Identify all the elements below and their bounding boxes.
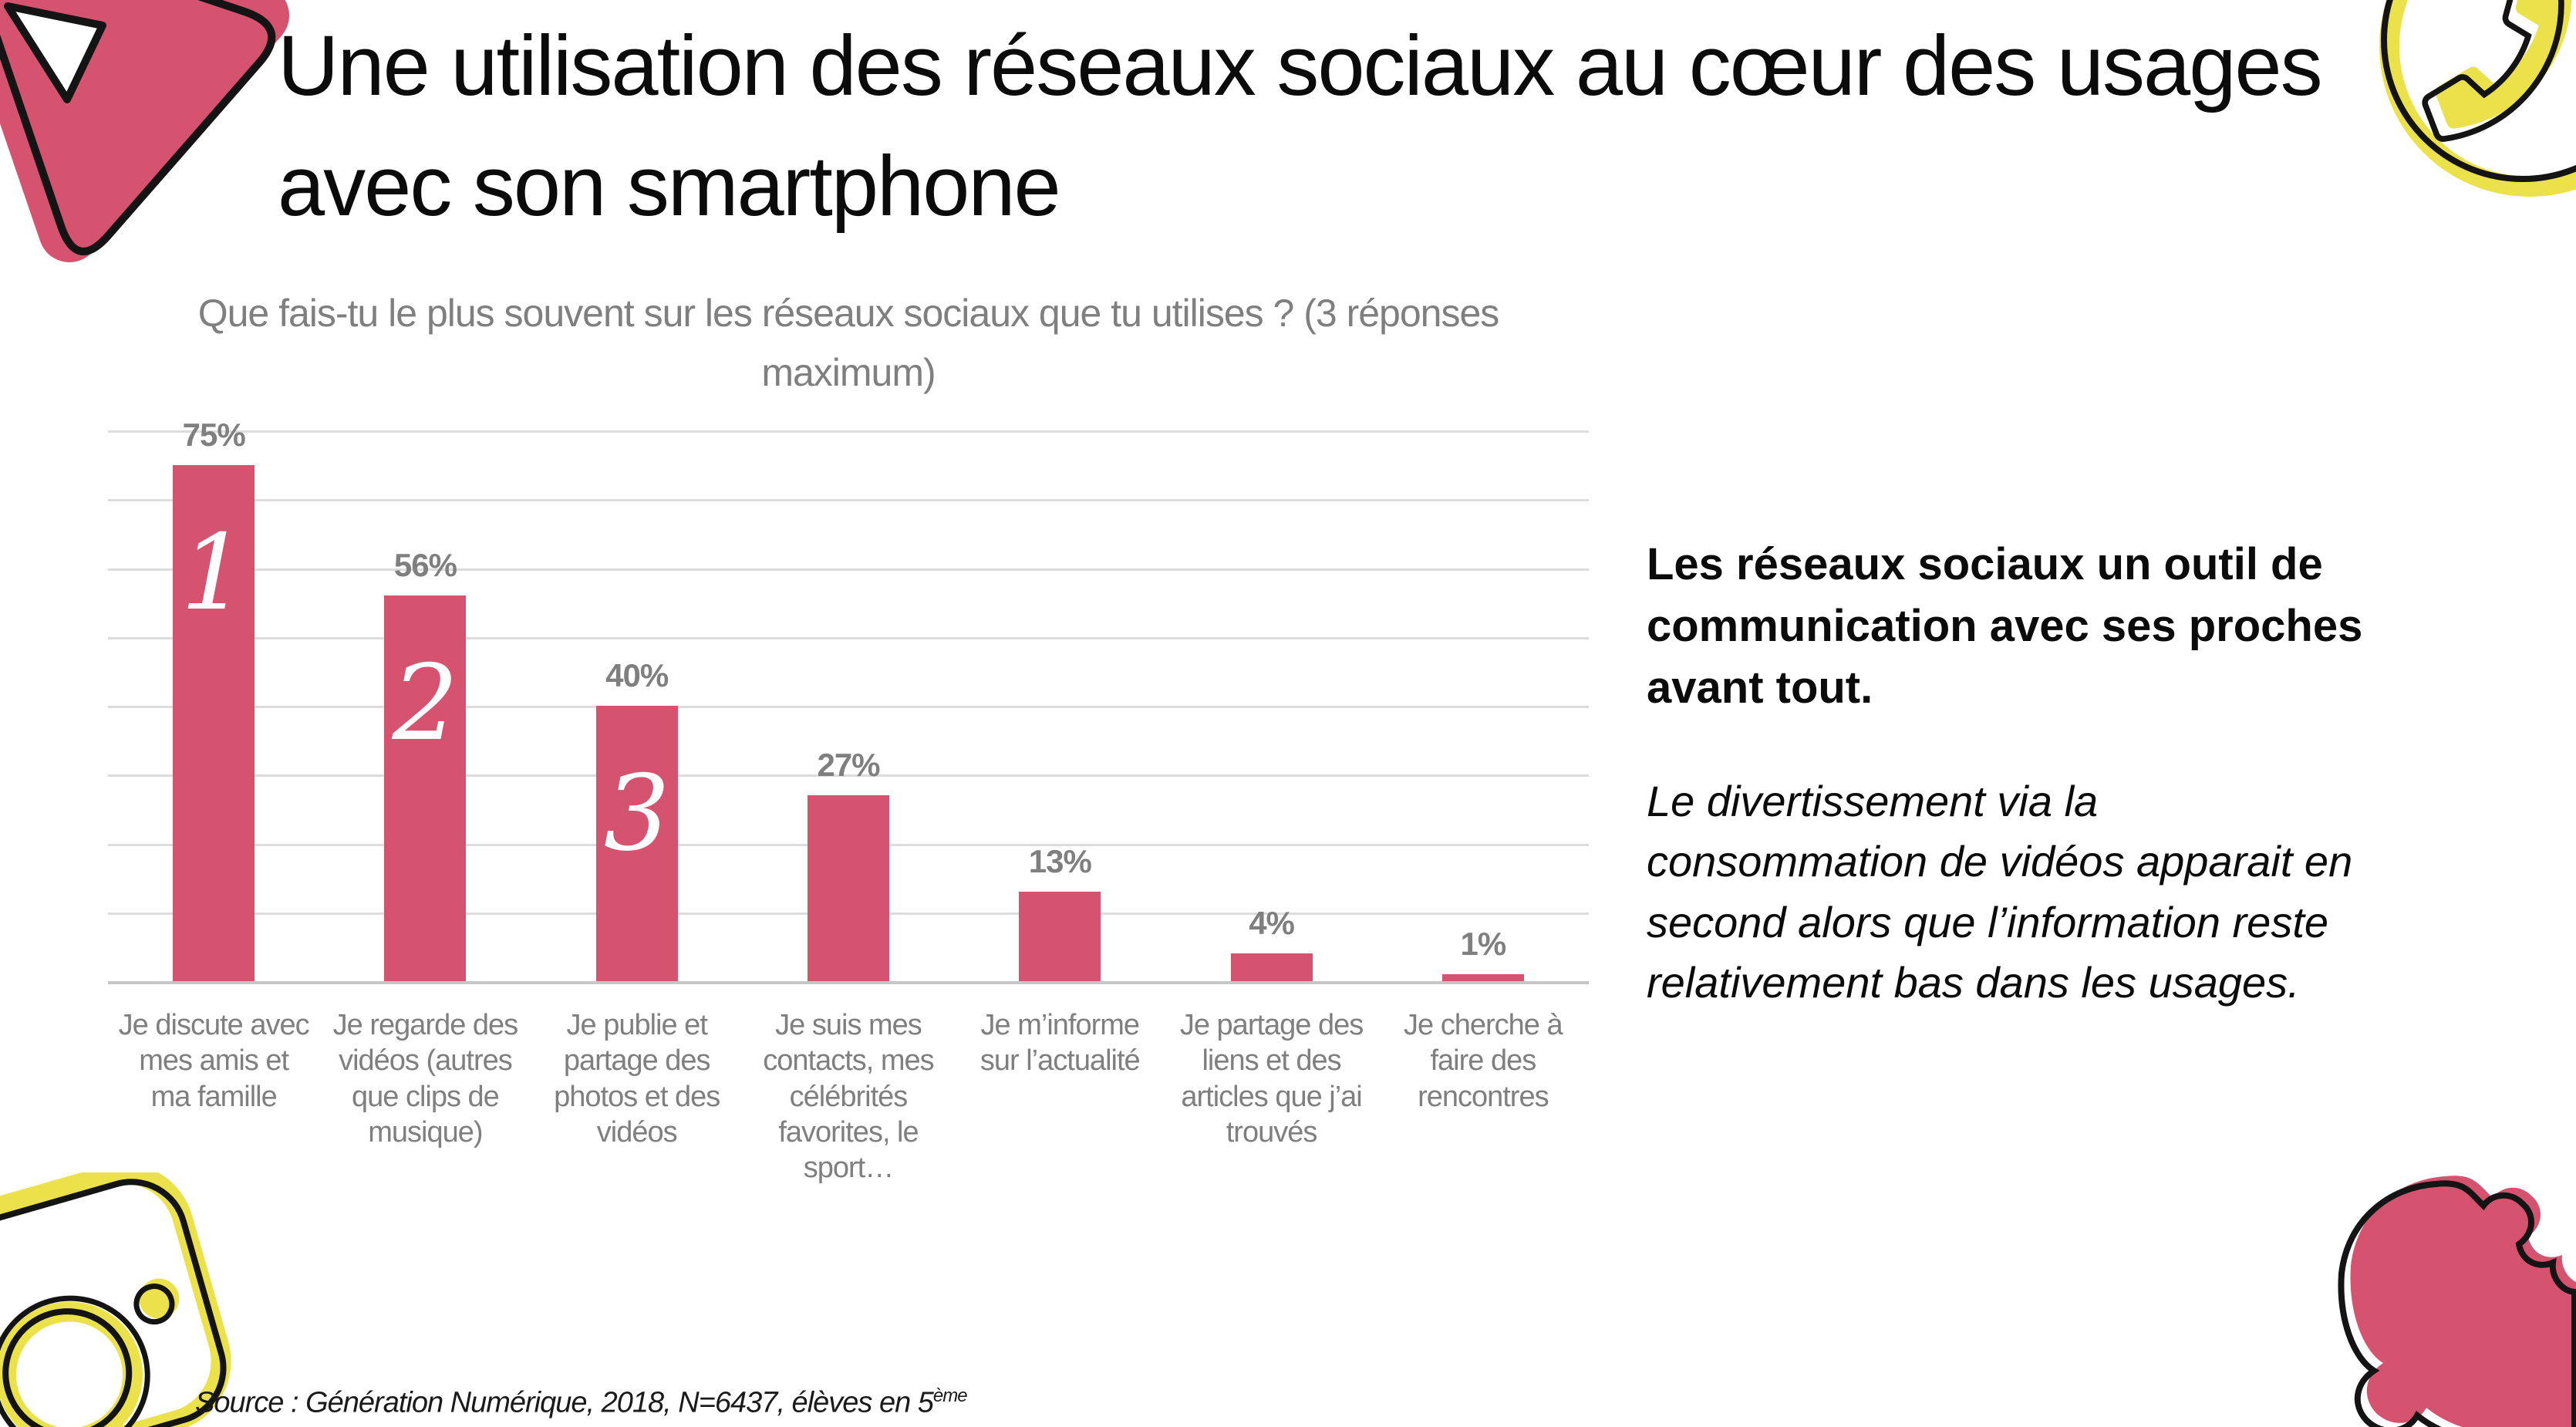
phone-icon xyxy=(2379,0,2576,197)
rank-annotation-2: 2 xyxy=(392,643,459,764)
x-axis-line xyxy=(108,981,1589,984)
category-label-5: Je m’informe sur l’actualité xyxy=(979,1009,1141,1078)
play-icon xyxy=(0,0,289,262)
commentary-body: Le divertissement via la consommation de… xyxy=(1647,777,2353,1007)
bar-5 xyxy=(1019,891,1101,981)
value-label-2: 56% xyxy=(393,547,457,584)
bar-4 xyxy=(808,795,889,981)
bar-3 xyxy=(595,706,678,981)
gridline-60 xyxy=(108,568,1589,571)
value-label-4: 27% xyxy=(817,747,880,784)
chart-title: Que fais-tu le plus souvent sur les rése… xyxy=(197,292,1500,394)
value-label-3: 40% xyxy=(605,657,669,693)
commentary-heading: Les réseaux sociaux un outil de communic… xyxy=(1647,539,2363,714)
value-label-7: 1% xyxy=(1460,926,1506,963)
bar-6 xyxy=(1230,953,1313,981)
category-label-7: Je cherche à faire des rencontres xyxy=(1404,1009,1563,1113)
value-label-1: 75% xyxy=(182,416,246,453)
category-label-6: Je partage des liens et des articles que… xyxy=(1179,1009,1364,1149)
source-superscript: ème xyxy=(932,1385,968,1406)
gridline-30 xyxy=(108,774,1589,778)
gridline-50 xyxy=(108,636,1589,639)
value-label-6: 4% xyxy=(1249,905,1295,942)
rank-annotation-1: 1 xyxy=(180,511,248,633)
instagram-camera-icon xyxy=(0,1172,231,1427)
category-label-3: Je publie et partage des photos et des v… xyxy=(554,1009,720,1149)
slide-title: Une utilisation des réseaux sociaux au c… xyxy=(278,19,2323,234)
gridline-70 xyxy=(108,499,1589,502)
gridline-80 xyxy=(108,430,1589,433)
like-blob-icon xyxy=(2338,1176,2576,1427)
category-label-4: Je suis mes contacts, mes célébrités fav… xyxy=(763,1009,934,1185)
bar-1 xyxy=(173,464,255,981)
source-note: Source : Génération Numérique, 2018, N=6… xyxy=(195,1385,968,1420)
bar-7 xyxy=(1441,974,1524,981)
category-label-1: Je discute avec mes amis et ma famille xyxy=(118,1009,310,1113)
source-text: Source : Génération Numérique, 2018, N=6… xyxy=(195,1386,934,1419)
category-label-2: Je regarde des vidéos (autres que clips … xyxy=(332,1009,519,1149)
value-label-5: 13% xyxy=(1028,842,1092,879)
rank-annotation-3: 3 xyxy=(603,753,670,874)
gridline-40 xyxy=(108,706,1589,708)
bar-2 xyxy=(384,595,467,981)
